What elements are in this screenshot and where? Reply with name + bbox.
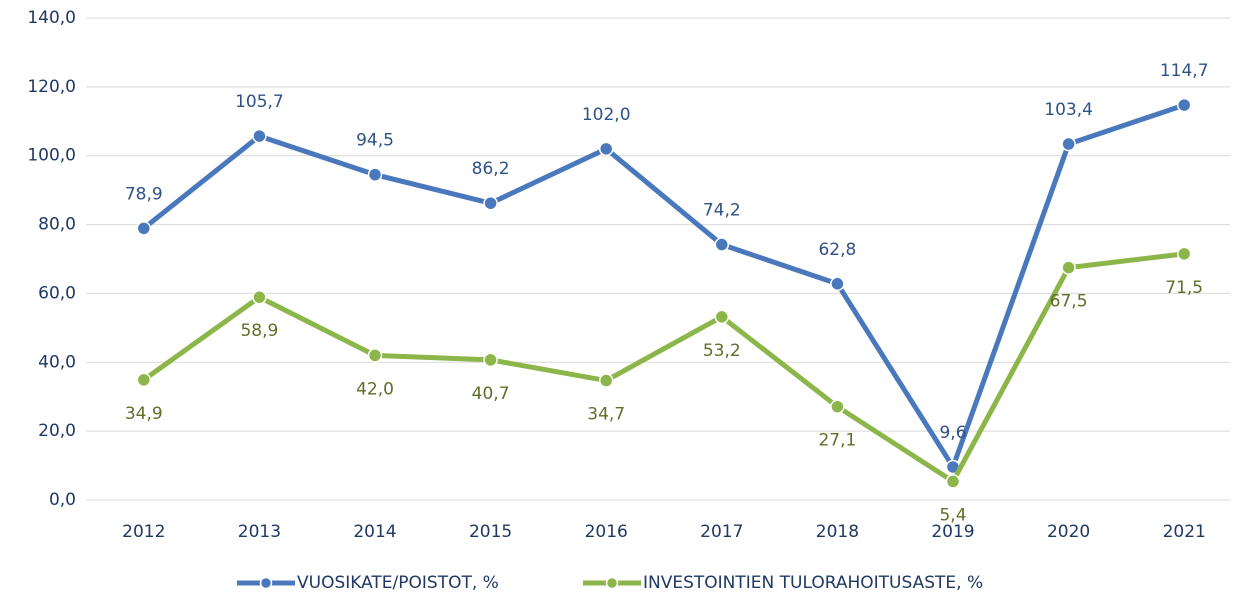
data-point: [714, 237, 730, 252]
data-point: [714, 309, 730, 325]
y-tick-label: 40,0: [38, 352, 76, 372]
data-point: [598, 141, 614, 157]
data-point: [1061, 260, 1076, 275]
x-tick-label: 2013: [238, 522, 281, 542]
x-tick-label: 2014: [353, 522, 396, 542]
x-tick-label: 2019: [931, 522, 974, 542]
data-label: 34,7: [587, 405, 625, 425]
data-label: 102,0: [582, 105, 631, 125]
data-point: [830, 276, 845, 292]
data-point: [367, 167, 383, 182]
data-label: 58,9: [240, 321, 278, 341]
x-tick-label: 2017: [700, 522, 743, 542]
data-label: 86,2: [472, 159, 510, 179]
x-tick-label: 2012: [122, 522, 165, 542]
data-label: 103,4: [1044, 100, 1093, 120]
data-point: [367, 348, 383, 363]
series-line: [142, 251, 1185, 484]
data-point: [1176, 246, 1192, 262]
data-point: [598, 373, 614, 388]
data-label: 53,2: [703, 341, 741, 361]
data-label: 9,6: [939, 423, 966, 443]
series-line: [142, 102, 1185, 470]
x-tick-label: 2020: [1047, 522, 1090, 542]
data-label: 27,1: [818, 431, 856, 451]
data-point: [830, 399, 845, 414]
y-tick-label: 0,0: [49, 490, 76, 510]
data-label: 40,7: [472, 384, 510, 404]
legend-label: VUOSIKATE/POISTOT, %: [297, 573, 499, 593]
data-point: [483, 352, 498, 368]
data-point: [1061, 136, 1076, 152]
x-tick-label: 2021: [1163, 522, 1206, 542]
legend-label: INVESTOINTIEN TULORAHOITUSASTE, %: [643, 573, 983, 593]
data-label: 114,7: [1160, 61, 1209, 81]
data-point: [136, 372, 152, 388]
data-point: [1176, 97, 1192, 113]
data-label: 74,2: [703, 201, 741, 221]
y-tick-label: 60,0: [38, 283, 76, 303]
y-tick-label: 140,0: [27, 8, 76, 28]
data-point: [252, 128, 267, 144]
y-tick-label: 20,0: [38, 421, 76, 441]
data-label: 78,9: [125, 184, 163, 204]
data-label: 105,7: [235, 92, 284, 112]
x-tick-label: 2018: [816, 522, 859, 542]
legend-marker: [605, 576, 619, 590]
data-point: [945, 474, 961, 489]
y-tick-label: 80,0: [38, 215, 76, 235]
y-tick-label: 100,0: [27, 146, 76, 166]
y-tick-label: 120,0: [27, 77, 76, 97]
legend-marker: [259, 576, 273, 590]
data-point: [252, 289, 267, 305]
data-label: 71,5: [1165, 278, 1203, 298]
data-label: 34,9: [125, 404, 163, 424]
data-point: [136, 221, 152, 236]
data-label: 5,4: [939, 505, 966, 525]
x-tick-label: 2016: [585, 522, 628, 542]
data-label: 94,5: [356, 131, 394, 151]
data-label: 42,0: [356, 379, 394, 399]
data-point: [483, 195, 498, 211]
data-label: 62,8: [818, 240, 856, 260]
data-label: 67,5: [1050, 292, 1088, 312]
x-tick-label: 2015: [469, 522, 512, 542]
